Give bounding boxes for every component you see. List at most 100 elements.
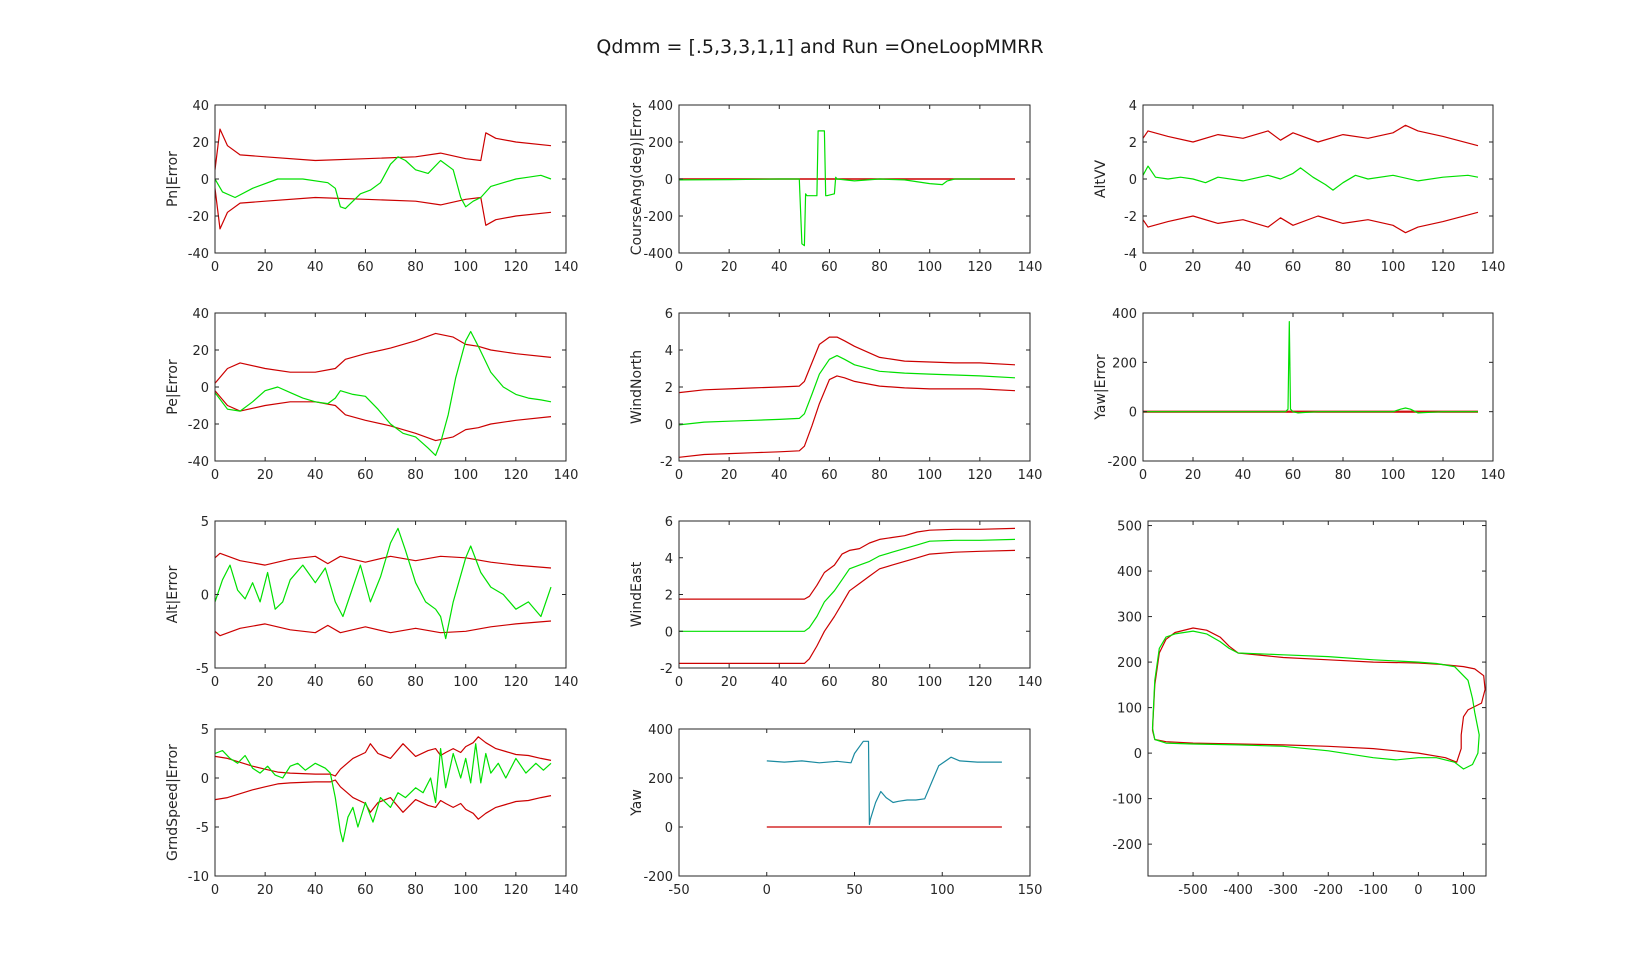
x-tick-label-gs: 40 [307,883,324,898]
x-tick-label-windnorth: 100 [917,468,942,483]
x-tick-label-pe: 60 [357,468,374,483]
y-tick-label-alt: -5 [196,662,209,677]
x-tick-label-track: -500 [1178,883,1208,898]
x-tick-label-pe: 20 [257,468,274,483]
x-tick-label-course: 120 [967,260,992,275]
y-tick-label-yaw: 400 [648,723,673,738]
x-tick-label-gs: 20 [257,883,274,898]
x-tick-label-pn: 40 [307,260,324,275]
x-tick-label-track: -400 [1223,883,1253,898]
x-tick-label-yawerr: 80 [1335,468,1352,483]
x-tick-label-pe: 100 [453,468,478,483]
x-tick-label-yawerr: 140 [1481,468,1506,483]
x-tick-label-windeast: 60 [821,675,838,690]
y-tick-label-windnorth: 6 [665,307,673,322]
x-tick-label-altvv: 80 [1335,260,1352,275]
y-tick-label-windeast: 4 [665,552,673,567]
y-tick-label-track: 100 [1117,702,1142,717]
x-tick-label-alt: 40 [307,675,324,690]
series-line-alt-1 [215,620,552,637]
y-tick-label-yaw: 0 [665,821,673,836]
y-tick-label-course: -400 [643,247,673,262]
y-tick-label-track: -100 [1112,793,1142,808]
series-line-gs-2 [215,743,552,843]
y-axis-label-windeast: WindEast [629,561,645,627]
axes-box-gs [214,728,567,877]
axes-box-altvv [1142,104,1494,254]
x-tick-label-alt: 140 [554,675,579,690]
y-tick-label-gs: 0 [201,772,209,787]
y-axis-label-yawerr: Yaw|Error [1093,354,1109,421]
x-tick-label-alt: 80 [407,675,424,690]
y-tick-label-windeast: 0 [665,625,673,640]
y-tick-label-yawerr: -200 [1107,455,1137,470]
x-tick-label-altvv: 60 [1285,260,1302,275]
series-line-pn-2 [215,156,552,210]
y-tick-label-track: 300 [1117,611,1142,626]
x-tick-label-track: 0 [1414,883,1422,898]
x-tick-label-course: 40 [771,260,788,275]
x-tick-label-gs: 140 [554,883,579,898]
y-tick-label-yaw: 200 [648,772,673,787]
x-tick-label-pn: 120 [503,260,528,275]
y-tick-label-alt: 0 [201,589,209,604]
series-line-yaw-1 [766,740,1002,826]
y-tick-label-track: -200 [1112,838,1142,853]
y-tick-label-pn: 40 [192,99,209,114]
y-tick-label-pe: 0 [201,381,209,396]
x-tick-label-pn: 100 [453,260,478,275]
y-tick-label-yawerr: 400 [1112,307,1137,322]
x-tick-label-windeast: 140 [1018,675,1043,690]
x-tick-label-windeast: 40 [771,675,788,690]
x-tick-label-windnorth: 60 [821,468,838,483]
x-tick-label-course: 20 [721,260,738,275]
y-tick-label-windnorth: 4 [665,344,673,359]
subplot-pn: 0 20 40 60 80 100 120 140 -40 -20 0 20 40 Pn|Error [165,99,578,275]
x-tick-label-alt: 60 [357,675,374,690]
y-tick-label-yawerr: 200 [1112,356,1137,371]
x-tick-label-windnorth: 80 [871,468,888,483]
plot-area-altvv [1143,124,1479,234]
plot-area-windnorth [679,336,1016,458]
plot-area-track [1151,627,1486,770]
x-tick-label-yawerr: 20 [1185,468,1202,483]
plot-area-pe [215,330,552,456]
x-tick-label-pn: 140 [554,260,579,275]
series-line-altvv-1 [1143,211,1479,234]
series-line-pe-0 [215,332,552,384]
series-line-pe-2 [215,330,552,456]
series-line-windnorth-0 [679,336,1016,394]
x-tick-label-windeast: 100 [917,675,942,690]
y-tick-label-windnorth: -2 [660,455,673,470]
plot-area-windeast [679,527,1016,665]
series-line-altvv-0 [1143,124,1479,147]
x-tick-label-windnorth: 140 [1018,468,1043,483]
y-tick-label-yaw: -200 [643,870,673,885]
x-tick-label-windnorth: 20 [721,468,738,483]
axes-box-yawerr [1142,312,1494,462]
x-tick-label-pe: 80 [407,468,424,483]
x-tick-label-yaw: 150 [1018,883,1043,898]
series-line-windnorth-1 [679,355,1016,426]
x-tick-label-yawerr: 100 [1381,468,1406,483]
y-tick-label-pe: -20 [188,418,209,433]
x-tick-label-altvv: 120 [1431,260,1456,275]
figure-title: Qdmm = [.5,3,3,1,1] and Run =OneLoopMMRR [596,36,1044,58]
y-axis-label-gs: GrndSpeed|Error [165,744,181,861]
y-tick-label-windnorth: 0 [665,418,673,433]
y-tick-label-windeast: 2 [665,589,673,604]
x-tick-label-altvv: 20 [1185,260,1202,275]
x-tick-label-pn: 0 [211,260,219,275]
series-line-pn-0 [215,128,552,170]
y-tick-label-gs: -5 [196,821,209,836]
x-tick-label-course: 140 [1018,260,1043,275]
series-line-pn-1 [215,188,552,230]
series-line-track-0 [1151,627,1486,763]
y-tick-label-track: 400 [1117,565,1142,580]
x-tick-label-pe: 0 [211,468,219,483]
x-tick-label-pn: 20 [257,260,274,275]
x-tick-label-windnorth: 120 [967,468,992,483]
series-line-gs-1 [215,779,552,820]
y-tick-label-altvv: 2 [1129,136,1137,151]
